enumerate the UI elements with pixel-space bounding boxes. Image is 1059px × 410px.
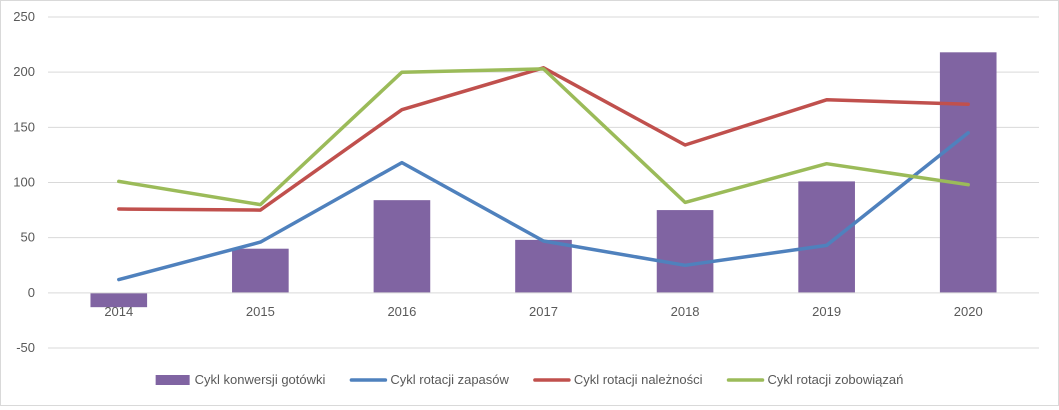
series-line — [117, 67, 970, 207]
line-series — [117, 66, 970, 282]
bar — [656, 210, 714, 293]
x-tick-label: 2016 — [387, 304, 416, 319]
legend-item: Cykl rotacji zapasów — [349, 372, 510, 387]
bar — [90, 292, 148, 308]
y-tick-label: 150 — [13, 119, 35, 134]
y-axis-tick-labels: 250 200 150 100 50 0 -50 — [13, 9, 35, 355]
y-tick-label: 200 — [13, 64, 35, 79]
y-tick-label: 100 — [13, 175, 35, 190]
y-tick-label: 50 — [21, 230, 35, 245]
legend-label: Cykl rotacji zapasów — [390, 372, 509, 387]
x-axis-tick-labels: 2014 2015 2016 2017 2018 2019 2020 — [104, 304, 982, 319]
bar — [515, 239, 572, 293]
legend-label: Cykl konwersji gotówki — [195, 372, 326, 387]
bar-series — [90, 52, 997, 308]
x-tick-label: 2017 — [529, 304, 558, 319]
y-tick-label: 0 — [28, 285, 35, 300]
x-tick-label: 2019 — [812, 304, 841, 319]
series-line — [117, 131, 970, 282]
bar — [232, 248, 289, 293]
legend-label: Cykl rotacji zobowiązań — [768, 372, 904, 387]
legend-label: Cykl rotacji należności — [574, 372, 703, 387]
y-tick-label: 250 — [13, 9, 35, 24]
x-tick-label: 2014 — [104, 304, 133, 319]
legend-item: Cykl rotacji należności — [533, 372, 703, 387]
bar — [373, 200, 431, 293]
legend-item: Cykl konwersji gotówki — [155, 372, 326, 387]
gridlines — [48, 16, 1039, 349]
legend-swatch — [155, 375, 190, 385]
legend-item: Cykl rotacji zobowiązań — [726, 372, 904, 387]
legend: Cykl konwersji gotówki Cykl rotacji zapas… — [155, 372, 904, 387]
x-tick-label: 2020 — [954, 304, 983, 319]
x-tick-label: 2018 — [671, 304, 700, 319]
bar — [939, 52, 997, 293]
x-tick-label: 2015 — [246, 304, 275, 319]
y-tick-label: -50 — [16, 340, 35, 355]
bar — [798, 181, 855, 293]
